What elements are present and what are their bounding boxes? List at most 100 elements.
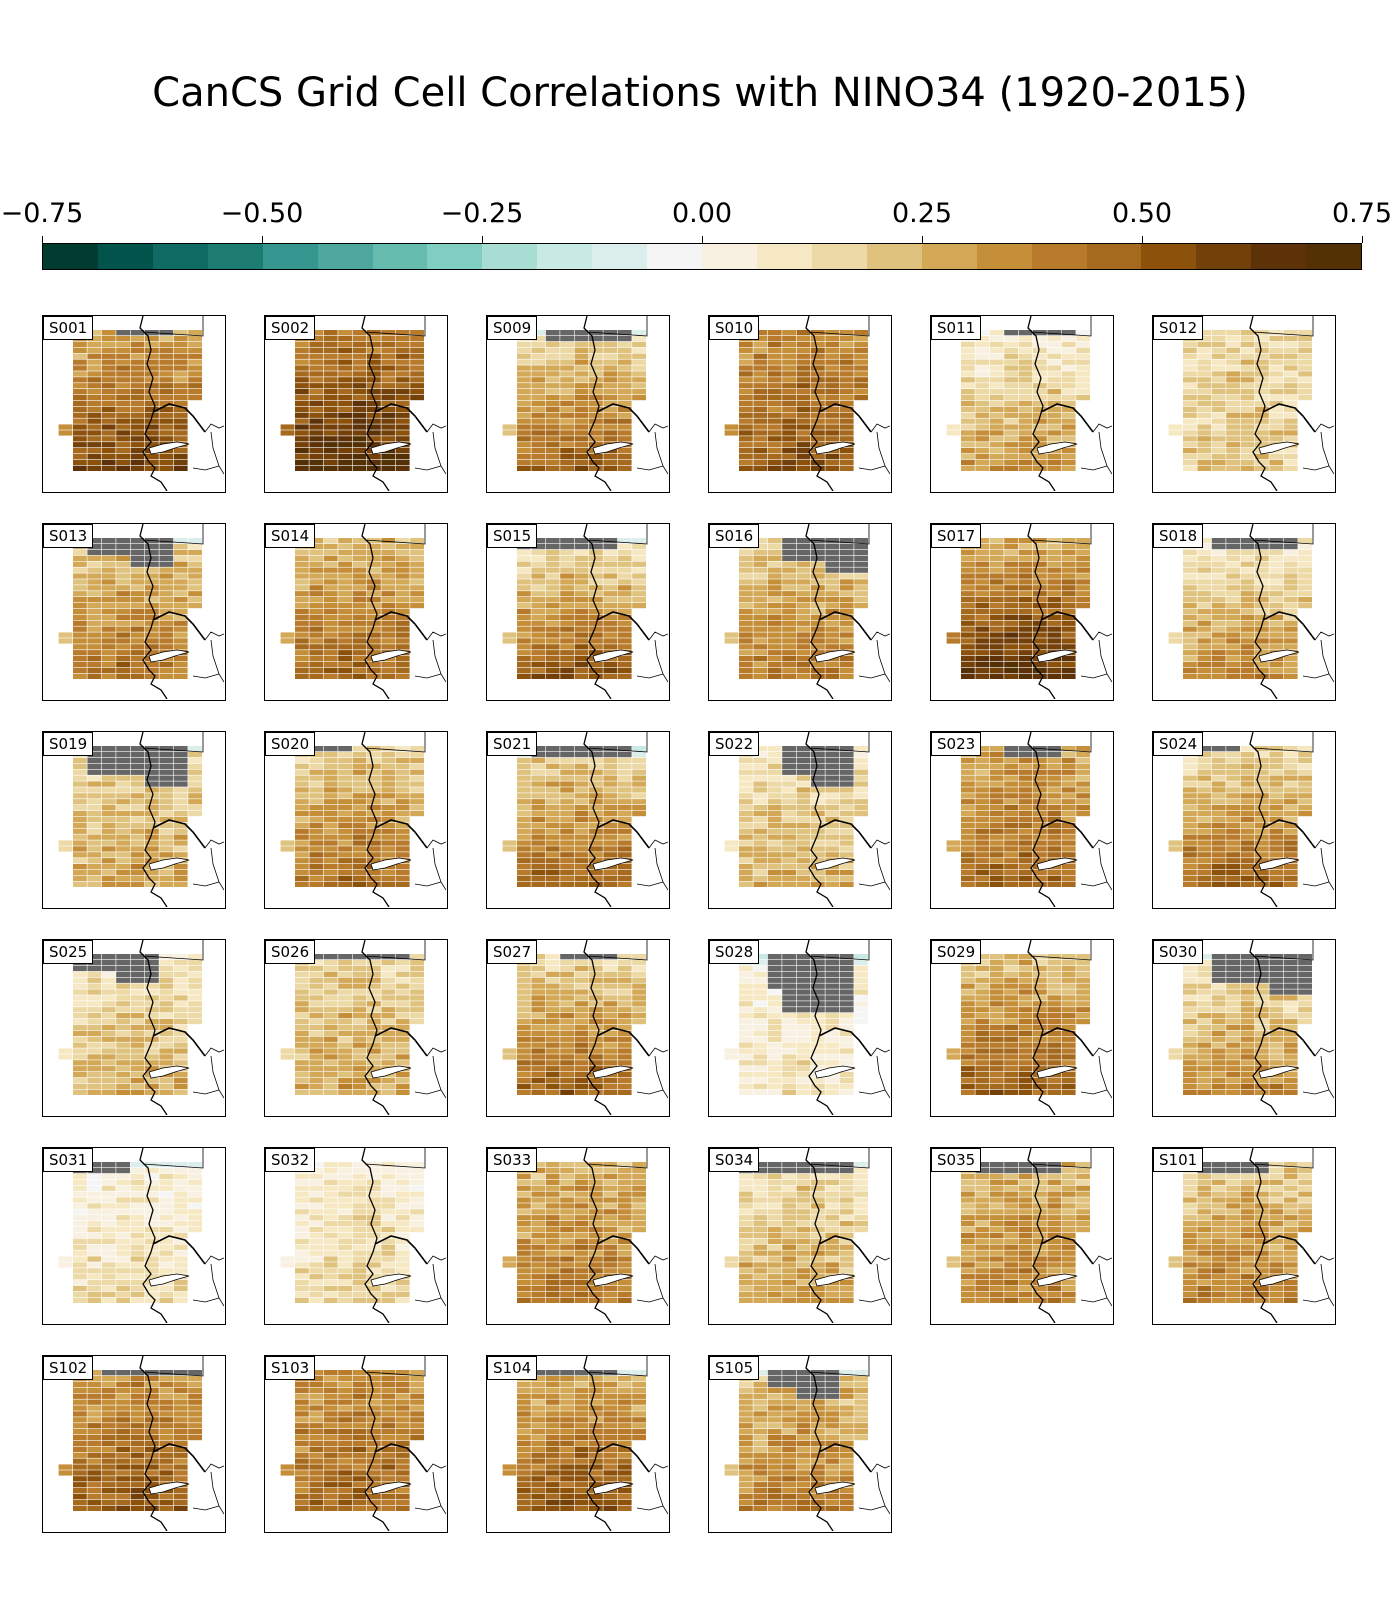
grid-cell [1298,567,1312,573]
grid-cell [811,353,825,359]
grid-cell [410,365,424,371]
grid-cell [517,787,531,793]
grid-cell [1033,1054,1047,1060]
grid-cell [73,383,87,389]
grid-cell [101,1018,116,1025]
station-panel-s015: S015 [486,523,670,701]
grid-cell [753,846,768,852]
grid-cell [839,383,854,389]
grid-cell [1004,585,1018,591]
grid-cell [159,757,174,764]
grid-cell [753,1083,768,1090]
grid-cell [1018,995,1033,1001]
station-label: S014 [265,524,316,548]
grid-cell [517,644,531,650]
grid-cell [825,989,840,995]
grid-cell [531,573,546,579]
grid-cell [825,1054,840,1060]
grid-cell [531,412,546,418]
grid-cell [410,353,424,359]
grid-cell [295,1030,309,1036]
grid-cell [1047,983,1062,989]
grid-cell [1283,644,1298,650]
grid-cell [87,864,102,870]
grid-cell [295,1083,309,1090]
grid-cell [395,840,410,846]
grid-cell [517,448,531,454]
grid-cell [839,573,854,579]
grid-cell [839,597,854,603]
grid-cell [1240,561,1255,567]
grid-cell [1076,377,1090,383]
grid-cell [854,549,868,556]
grid-cell [724,638,739,644]
grid-cell [1183,763,1197,769]
grid-cell [1004,954,1018,960]
grid-cell [1018,341,1033,348]
grid-cell [145,632,159,638]
grid-cell [410,377,424,383]
grid-cell [1004,1060,1018,1066]
grid-cell [116,347,130,353]
grid-cell [1269,561,1284,567]
grid-cell [73,1001,87,1007]
grid-cell [188,335,202,342]
grid-cell [1033,959,1047,966]
grid-cell [116,591,130,597]
grid-cell [796,430,811,436]
grid-cell [1298,775,1312,781]
grid-cell [854,977,868,983]
grid-cell [961,1001,975,1007]
grid-cell [975,602,990,609]
grid-cell [1076,781,1090,787]
grid-cell [782,632,796,638]
grid-cell [173,412,188,418]
grid-cell [101,585,116,591]
grid-cell [753,989,768,995]
grid-cell [961,436,975,442]
grid-cell [101,377,116,383]
grid-cell [1076,335,1090,342]
grid-cell [323,881,338,887]
grid-cell [395,626,410,632]
grid-cell [1226,965,1240,972]
grid-cell [73,1042,87,1048]
grid-cell [589,763,603,769]
grid-cell [87,543,102,550]
grid-cell [367,1077,381,1084]
grid-cell [989,406,1004,412]
station-panel-s020: S020 [264,731,448,909]
grid-cell [173,881,188,887]
grid-cell [87,1013,102,1019]
grid-cell [1076,1018,1090,1025]
grid-cell [1047,608,1062,615]
grid-cell [87,965,102,972]
grid-cell [574,394,589,401]
station-panel-s023: S023 [930,731,1114,909]
grid-cell [130,667,145,674]
grid-cell [101,436,116,442]
grid-cell [101,400,116,407]
grid-cell [839,377,854,383]
grid-cell [323,810,338,817]
grid-cell [309,834,324,840]
grid-cell [338,1007,352,1013]
country-border [414,1047,446,1099]
country-border [1030,732,1092,753]
grid-cell [796,377,811,383]
grid-cell [338,858,352,864]
grid-cell [323,418,338,424]
grid-cell [159,573,174,579]
grid-cell [381,400,396,407]
grid-cell [101,746,116,752]
grid-cell [395,959,410,966]
grid-cell [101,769,116,775]
grid-cell [309,840,324,846]
grid-cell [73,971,87,977]
grid-cell [367,591,381,597]
grid-cell [1197,840,1212,846]
grid-cell [989,805,1004,811]
grid-cell [1018,1036,1033,1042]
grid-cell [188,341,202,348]
grid-cell [1033,757,1047,764]
